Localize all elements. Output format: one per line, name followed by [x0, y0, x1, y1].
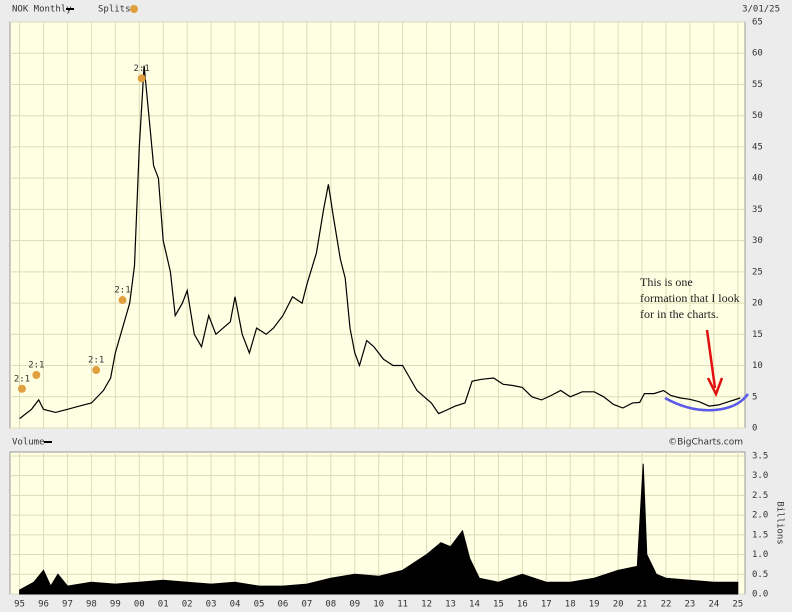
- source: ©BigCharts.com: [668, 438, 743, 448]
- annotation: This is one: [640, 275, 693, 289]
- x-tick-label: 97: [62, 600, 73, 610]
- x-tick-label: 11: [397, 600, 408, 610]
- arrow: [705, 329, 717, 389]
- y-tick-label: 30: [752, 236, 763, 246]
- x-tick-label: 15: [493, 600, 504, 610]
- annotation: formation that I look: [640, 291, 740, 305]
- x-tick-label: 02: [182, 600, 193, 610]
- y-axis-label: Billions: [775, 501, 785, 544]
- grid: [10, 21, 745, 595]
- x-tick-label: 03: [206, 600, 217, 610]
- x-tick-label: 96: [38, 600, 49, 610]
- y-tick-label: 40: [752, 174, 763, 184]
- x-tick-label: 22: [661, 600, 672, 610]
- x-tick-label: 01: [158, 600, 169, 610]
- y-tick-label: 15: [752, 330, 763, 340]
- x-tick-label: 98: [86, 600, 97, 610]
- y-tick-label: 2.0: [752, 511, 768, 521]
- split-marker: [137, 74, 146, 83]
- legend-splits: Splits: [98, 5, 131, 15]
- x-tick-label: 05: [254, 600, 265, 610]
- x-tick-label: 08: [325, 600, 336, 610]
- highlight-curve: [664, 393, 750, 412]
- split-marker: [17, 384, 26, 393]
- y-tick-label: 0: [752, 424, 757, 434]
- price-panel: [9, 21, 746, 429]
- date: 3/01/25: [742, 5, 780, 15]
- x-tick-label: 00: [134, 600, 145, 610]
- split-marker: [118, 296, 127, 305]
- split-label: 2:1: [134, 64, 150, 74]
- volume-area: [19, 463, 739, 595]
- x-tick-label: 09: [349, 600, 360, 610]
- split-label: 2:1: [28, 361, 44, 371]
- split-label: 2:1: [114, 286, 130, 296]
- y-tick-label: 20: [752, 299, 763, 309]
- x-tick-label: 99: [110, 600, 121, 610]
- y-tick-label: 25: [752, 267, 763, 277]
- split-label: 2:1: [14, 374, 30, 384]
- x-tick-label: 14: [469, 600, 480, 610]
- y-tick-label: 10: [752, 361, 763, 371]
- x-tick-label: 12: [421, 600, 432, 610]
- x-tick-label: 10: [373, 600, 384, 610]
- x-tick-label: 07: [301, 600, 312, 610]
- y-tick-label: 3.0: [752, 471, 768, 481]
- legend-price: NOK Monthly: [12, 5, 72, 15]
- x-tick-label: 16: [517, 600, 528, 610]
- split-label: 2:1: [88, 356, 104, 366]
- y-tick-label: 60: [752, 49, 763, 59]
- x-tick-label: 06: [278, 600, 289, 610]
- y-tick-label: 65: [752, 18, 763, 28]
- y-tick-label: 2.5: [752, 491, 768, 501]
- x-tick-label: 25: [732, 600, 743, 610]
- x-tick-label: 04: [230, 600, 241, 610]
- x-tick-label: 18: [565, 600, 576, 610]
- x-tick-label: 13: [445, 600, 456, 610]
- y-tick-label: 1.5: [752, 530, 768, 540]
- y-tick-label: 3.5: [752, 451, 768, 461]
- y-tick-label: 5: [752, 392, 757, 402]
- split-icon: [130, 5, 138, 13]
- legend-volume: Volume: [12, 438, 45, 448]
- y-tick-label: 0.5: [752, 570, 768, 580]
- annotation: for in the charts.: [640, 307, 719, 321]
- x-tick-label: 20: [613, 600, 624, 610]
- x-tick-label: 19: [589, 600, 600, 610]
- x-tick-label: 21: [637, 600, 648, 610]
- split-marker: [32, 371, 41, 380]
- y-tick-label: 55: [752, 80, 763, 90]
- x-tick-label: 23: [685, 600, 696, 610]
- arrow-head: [706, 377, 724, 398]
- split-marker: [92, 366, 101, 375]
- y-tick-label: 0.0: [752, 590, 768, 600]
- x-tick-label: 95: [14, 600, 25, 610]
- y-tick-label: 1.0: [752, 550, 768, 560]
- x-tick-label: 17: [541, 600, 552, 610]
- y-tick-label: 35: [752, 205, 763, 215]
- x-tick-label: 24: [708, 600, 719, 610]
- y-tick-label: 50: [752, 111, 763, 121]
- y-tick-label: 45: [752, 142, 763, 152]
- price-line: [19, 65, 741, 420]
- marks: [19, 65, 741, 595]
